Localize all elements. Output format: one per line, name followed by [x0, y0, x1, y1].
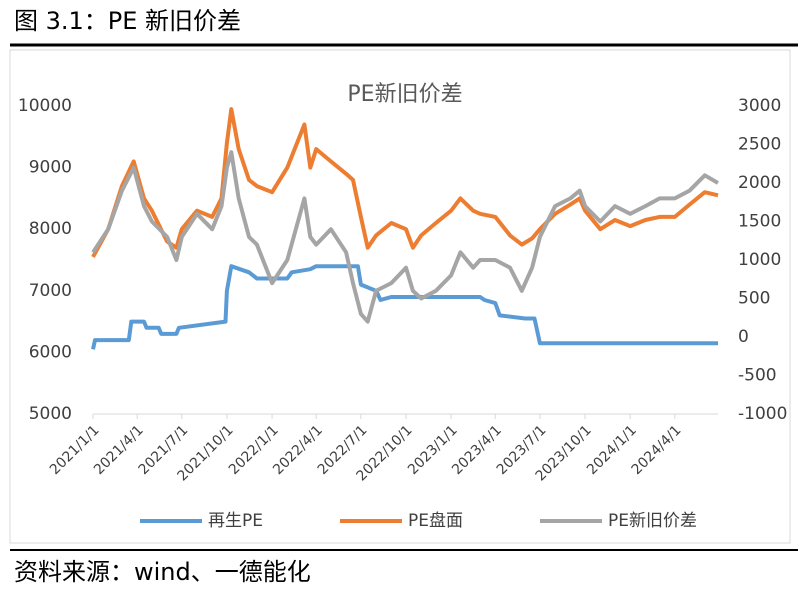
y2-tick-label: 2000	[738, 173, 781, 193]
y2-tick-label: 1000	[738, 250, 781, 270]
y-tick-label: 5000	[29, 404, 72, 424]
chart-frame	[9, 49, 791, 544]
y-tick-label: 10000	[18, 96, 72, 116]
series-line	[91, 150, 720, 324]
y-tick-label: 9000	[29, 158, 72, 178]
y-tick-label: 7000	[29, 281, 72, 301]
legend-label: PE新旧价差	[608, 511, 697, 531]
y2-tick-label: 500	[738, 289, 770, 309]
y2-tick-label: -500	[738, 366, 777, 386]
y-tick-label: 6000	[29, 342, 72, 362]
chart-title: PE新旧价差	[347, 82, 462, 107]
y-tick-label: 8000	[29, 219, 72, 239]
y2-tick-label: 0	[738, 327, 749, 347]
figure-title: 图 3.1：PE 新旧价差	[14, 7, 241, 35]
series-line	[91, 107, 719, 258]
y2-tick-label: 2500	[738, 135, 781, 155]
y2-tick-label: 1500	[738, 212, 781, 232]
source-note: 资料来源：wind、一德能化	[14, 558, 311, 586]
legend-label: 再生PE	[208, 511, 263, 531]
legend-label: PE盘面	[408, 511, 463, 531]
x-tick-label: 2024/4/1	[629, 422, 685, 478]
y2-tick-label: 3000	[738, 96, 781, 116]
y2-tick-label: -1000	[738, 404, 787, 424]
series-line	[91, 264, 718, 350]
